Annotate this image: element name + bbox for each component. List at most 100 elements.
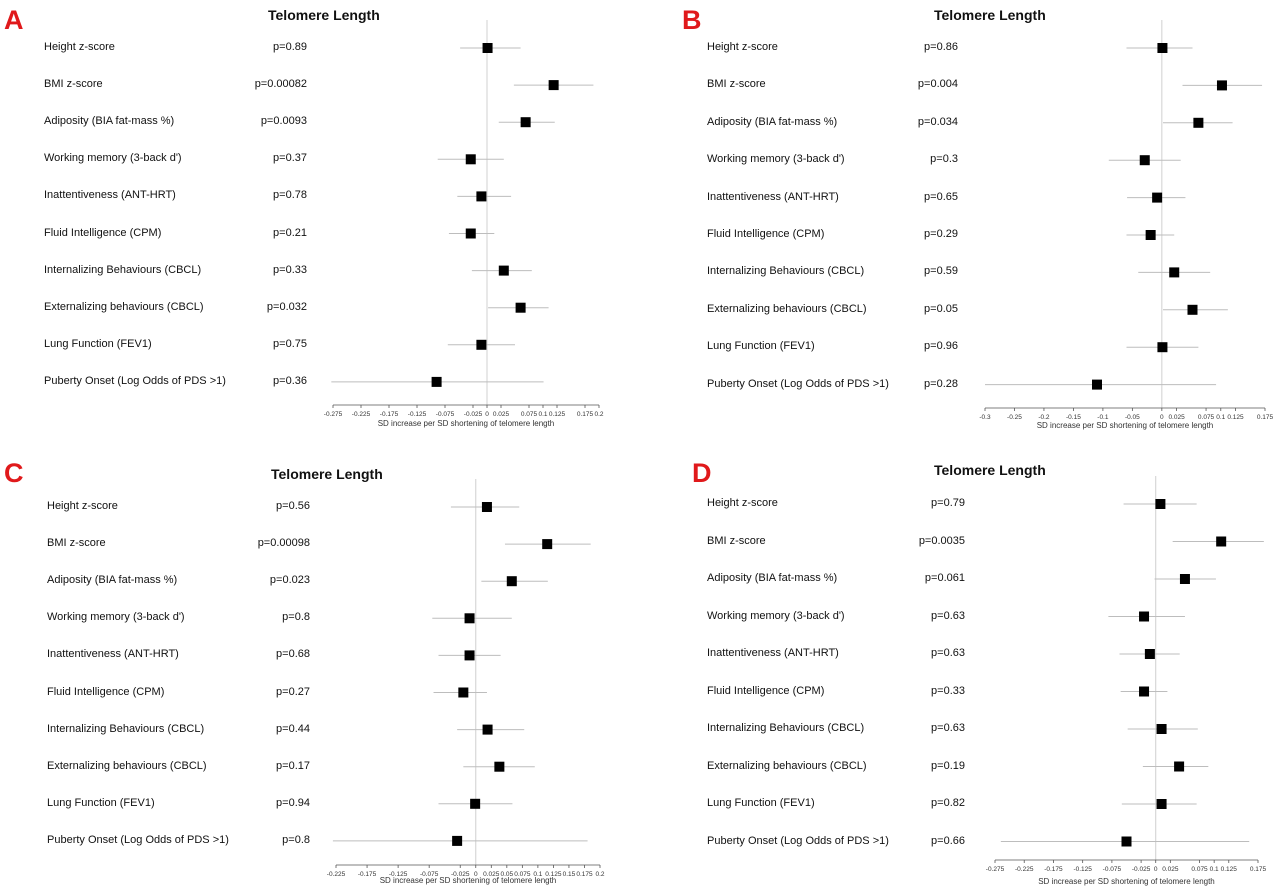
p-value-label: p=0.21 [273, 226, 307, 239]
point-estimate-marker [470, 798, 481, 809]
outcome-label: Externalizing behaviours (CBCL) [707, 302, 867, 315]
x-tick-label: -0.175 [380, 411, 399, 418]
outcome-label: Lung Function (FEV1) [44, 337, 152, 350]
x-tick-label: -0.175 [358, 871, 377, 878]
x-tick-label: 0.075 [514, 871, 531, 878]
x-tick-label: -0.125 [408, 411, 427, 418]
p-value-label: p=0.00082 [254, 78, 307, 91]
x-tick-label: -0.25 [1007, 414, 1022, 421]
point-estimate-marker [1139, 611, 1150, 622]
p-value-label: p=0.66 [931, 834, 965, 847]
outcome-label: Inattentiveness (ANT-HRT) [707, 190, 839, 203]
outcome-label: Puberty Onset (Log Odds of PDS >1) [44, 374, 226, 387]
outcome-label: Internalizing Behaviours (CBCL) [44, 263, 202, 276]
point-estimate-marker [1216, 80, 1227, 91]
panel-letter: C [4, 458, 24, 488]
x-tick-label: -0.15 [1066, 414, 1081, 421]
x-tick-label: -0.075 [1103, 866, 1122, 873]
x-axis-label: SD increase per SD shortening of telomer… [1038, 877, 1215, 886]
point-estimate-marker [1157, 342, 1168, 353]
x-tick-label: 0.175 [1257, 414, 1274, 421]
point-estimate-marker [458, 687, 469, 698]
point-estimate-marker [1145, 230, 1156, 240]
point-estimate-marker [465, 228, 476, 239]
point-estimate-marker [481, 502, 492, 512]
x-tick-label: 0.025 [493, 411, 510, 418]
point-estimate-marker [1156, 799, 1167, 809]
x-tick-label: -0.05 [1125, 414, 1140, 421]
panel-letter: D [692, 458, 712, 488]
outcome-label: Lung Function (FEV1) [47, 796, 155, 809]
panel-title: Telomere Length [268, 7, 380, 23]
outcome-label: Inattentiveness (ANT-HRT) [707, 647, 839, 659]
x-tick-label: 0.125 [1227, 414, 1244, 421]
x-tick-label: 0 [1154, 866, 1158, 873]
x-tick-label: 0.025 [483, 871, 500, 878]
outcome-label: BMI z-score [707, 78, 766, 91]
x-tick-label: -0.125 [1073, 866, 1092, 873]
outcome-label: Adiposity (BIA fat-mass %) [707, 115, 838, 128]
p-value-label: p=0.004 [917, 78, 958, 91]
point-estimate-marker [1157, 43, 1168, 53]
outcome-label: Puberty Onset (Log Odds of PDS >1) [707, 834, 889, 847]
x-tick-label: 0.1 [1216, 414, 1225, 421]
x-tick-label: 0.075 [521, 411, 538, 418]
panel-letter: B [682, 5, 702, 35]
p-value-label: p=0.0035 [918, 534, 965, 547]
outcome-label: Internalizing Behaviours (CBCL) [707, 722, 865, 734]
outcome-label: Working memory (3-back d') [707, 609, 845, 622]
x-tick-label: 0 [485, 411, 489, 418]
p-value-label: p=0.33 [931, 684, 965, 697]
p-value-label: p=0.19 [931, 759, 965, 772]
point-estimate-marker [1169, 267, 1180, 278]
x-tick-label: 0.125 [545, 871, 562, 878]
point-estimate-marker [1144, 649, 1155, 659]
p-value-label: p=0.17 [276, 759, 310, 772]
point-estimate-marker [1139, 686, 1150, 697]
outcome-label: Externalizing behaviours (CBCL) [44, 300, 204, 313]
p-value-label: p=0.68 [276, 648, 310, 661]
p-value-label: p=0.89 [273, 41, 307, 53]
p-value-label: p=0.0093 [260, 115, 307, 128]
point-estimate-marker [1156, 724, 1167, 734]
point-estimate-marker [1179, 574, 1190, 584]
p-value-label: p=0.63 [931, 609, 965, 622]
point-estimate-marker [1174, 761, 1185, 772]
x-tick-label: -0.225 [352, 411, 371, 418]
x-tick-label: 0.1 [1210, 866, 1219, 873]
x-tick-label: -0.275 [986, 866, 1005, 873]
x-tick-label: 0.2 [594, 411, 603, 418]
p-value-label: p=0.29 [924, 228, 958, 240]
point-estimate-marker [464, 613, 475, 624]
x-tick-label: -0.3 [979, 414, 991, 421]
p-value-label: p=0.3 [930, 153, 958, 166]
point-estimate-marker [476, 191, 487, 202]
p-value-label: p=0.86 [924, 41, 958, 53]
outcome-label: Height z-score [44, 41, 115, 53]
p-value-label: p=0.63 [931, 647, 965, 659]
p-value-label: p=0.27 [276, 685, 310, 698]
x-tick-label: 0.025 [1162, 866, 1179, 873]
x-tick-label: 0.1 [538, 411, 547, 418]
x-tick-label: 0.075 [1191, 866, 1208, 873]
outcome-label: Height z-score [707, 497, 778, 509]
x-tick-label: 0.1 [533, 871, 542, 878]
outcome-label: Adiposity (BIA fat-mass %) [47, 574, 178, 587]
point-estimate-marker [1216, 536, 1227, 547]
p-value-label: p=0.061 [924, 572, 965, 584]
point-estimate-marker [431, 376, 442, 387]
outcome-label: Lung Function (FEV1) [707, 340, 815, 353]
point-estimate-marker [1152, 192, 1163, 203]
point-estimate-marker [548, 80, 559, 91]
point-estimate-marker [542, 539, 553, 550]
p-value-label: p=0.37 [273, 152, 307, 165]
p-value-label: p=0.05 [924, 302, 958, 315]
p-value-label: p=0.96 [924, 340, 958, 353]
point-estimate-marker [1092, 379, 1102, 390]
p-value-label: p=0.00098 [257, 537, 310, 550]
p-value-label: p=0.33 [273, 263, 307, 276]
outcome-label: Lung Function (FEV1) [707, 797, 815, 809]
